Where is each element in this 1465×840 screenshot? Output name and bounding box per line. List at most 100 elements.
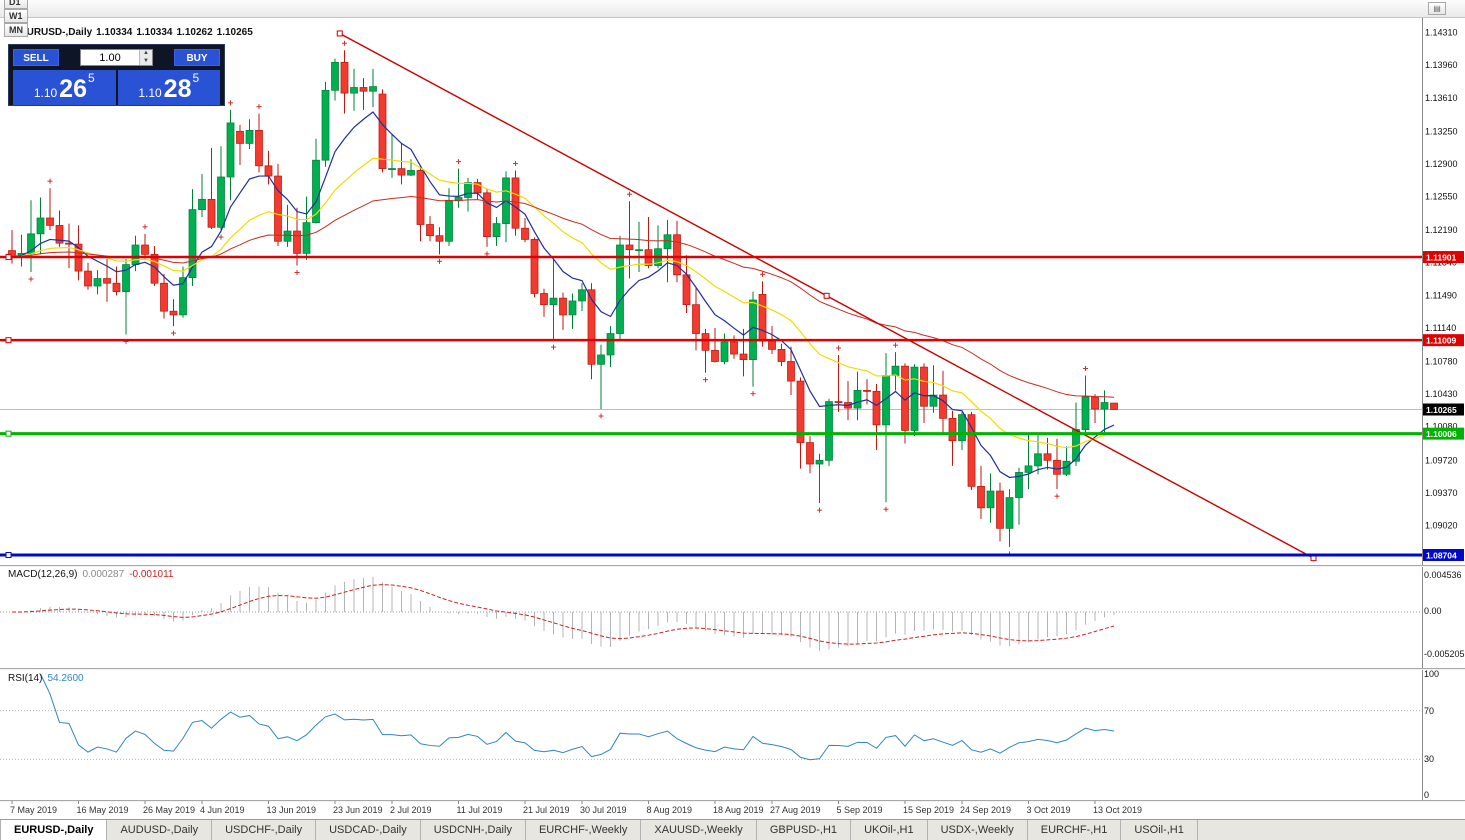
price-axis-label: 1.12900 — [1425, 159, 1458, 169]
price-axis-label: 1.13960 — [1425, 60, 1458, 70]
candle — [663, 234, 672, 250]
candle — [568, 300, 577, 316]
ask-price-button[interactable]: 1.10 28 5 — [117, 70, 220, 105]
svg-text:1.08704: 1.08704 — [1426, 550, 1457, 560]
timeframe-button-d1[interactable]: D1 — [4, 0, 28, 9]
chart-tab-xauusd-weekly[interactable]: XAUUSD-,Weekly — [641, 820, 757, 840]
sell-button[interactable]: SELL — [13, 49, 59, 66]
moving-average-50 — [11, 196, 1115, 398]
candle — [1100, 402, 1109, 410]
rsi-line — [40, 673, 1115, 761]
candle — [283, 230, 292, 242]
candle — [226, 122, 235, 178]
candle — [321, 89, 330, 161]
date-label: 8 Aug 2019 — [647, 805, 693, 815]
chart-tab-ukoil-h1[interactable]: UKOil-,H1 — [851, 820, 928, 840]
chart-canvas[interactable]: 1.14310 1.13960 1.13610 1.13250 1.12900 1.125… — [0, 0, 1465, 819]
bid-price-prefix: 1.10 — [33, 86, 58, 100]
candle — [255, 129, 263, 167]
svg-text:1.11009: 1.11009 — [1426, 336, 1457, 346]
chart-tab-eurchf-weekly[interactable]: EURCHF-,Weekly — [526, 820, 642, 840]
macd-name: MACD(12,26,9) — [8, 569, 78, 580]
candle — [293, 230, 301, 254]
chart-title: ▲EURUSD-,Daily1.103341.103341.102621.102… — [9, 27, 257, 38]
chart-tab-usoil-h1[interactable]: USOil-,H1 — [1121, 820, 1198, 840]
candle — [1081, 396, 1090, 430]
rsi-scale-100: 100 — [1424, 669, 1440, 679]
candle — [511, 177, 520, 229]
chart-tab-usdcnh-daily[interactable]: USDCNH-,Daily — [421, 820, 526, 840]
price-axis-label: 1.11140 — [1425, 323, 1456, 333]
rsi-indicator-label: RSI(14) 54.2600 — [8, 673, 84, 684]
chart-tab-usdx-weekly[interactable]: USDX-,Weekly — [928, 820, 1028, 840]
date-label: 4 Jun 2019 — [200, 805, 245, 815]
candle — [445, 199, 453, 242]
date-label: 7 May 2019 — [10, 805, 57, 815]
toolbar-right-icon-button[interactable]: ▤ — [1428, 2, 1446, 15]
candle — [245, 129, 254, 144]
macd-scale-zero: 0.00 — [1424, 606, 1442, 616]
candle — [768, 340, 776, 350]
candle — [331, 61, 339, 91]
price-axis-label: 1.14310 — [1425, 28, 1458, 38]
candle — [635, 249, 643, 252]
chart-tab-gbpusd-h1[interactable]: GBPUSD-,H1 — [757, 820, 852, 840]
date-label: 21 Jul 2019 — [523, 805, 570, 815]
macd-signal-line — [11, 584, 1115, 645]
volume-spin-up-icon[interactable]: ▲ — [140, 50, 152, 58]
candle — [217, 176, 225, 228]
chart-tab-usdcad-daily[interactable]: USDCAD-,Daily — [316, 820, 421, 840]
price-badge — [1423, 548, 1464, 561]
candle — [426, 224, 434, 237]
candle — [720, 341, 729, 362]
price-axis-label: 1.13250 — [1425, 126, 1458, 136]
timeframe-button-mn[interactable]: MN — [4, 22, 28, 37]
candle — [530, 239, 539, 294]
candle — [587, 289, 596, 365]
candle — [131, 244, 140, 265]
candle — [549, 297, 558, 306]
candle — [578, 289, 586, 302]
candle — [939, 394, 947, 419]
chart-tab-audusd-daily[interactable]: AUDUSD-,Daily — [107, 820, 213, 840]
hline-handle — [5, 337, 12, 344]
candle — [160, 282, 168, 312]
candle — [625, 244, 634, 251]
candle — [891, 365, 900, 376]
chart-tab-eurchf-h1[interactable]: EURCHF-,H1 — [1028, 820, 1122, 840]
candle — [1024, 465, 1033, 473]
candle — [1005, 497, 1014, 529]
candle — [901, 365, 909, 431]
candle — [540, 293, 548, 306]
candle — [559, 297, 567, 316]
macd-layer — [11, 576, 1115, 652]
candle — [141, 244, 149, 255]
price-axis-label: 1.09720 — [1425, 455, 1458, 465]
date-label: 13 Jun 2019 — [267, 805, 317, 815]
chart-tab-eurusd-daily[interactable]: EURUSD-,Daily — [0, 820, 108, 840]
rsi-scale-0: 0 — [1424, 790, 1430, 800]
volume-spin-down-icon[interactable]: ▼ — [140, 57, 152, 65]
rsi-value: 54.2600 — [47, 673, 84, 684]
chart-mini-icon: ▤ — [1433, 4, 1441, 13]
candle — [701, 333, 710, 351]
candle — [454, 197, 463, 201]
hline-handle — [5, 254, 12, 261]
timeframe-button-w1[interactable]: W1 — [4, 8, 28, 23]
svg-text:1.10265: 1.10265 — [1426, 405, 1457, 415]
rsi-scale-30: 30 — [1424, 754, 1435, 764]
trendline-handle — [336, 30, 343, 37]
candle — [730, 341, 738, 355]
symbol-period-label: EURUSD-,Daily — [19, 27, 93, 38]
price-badge — [1423, 251, 1464, 264]
candle — [948, 417, 957, 442]
bid-price-button[interactable]: 1.10 26 5 — [13, 70, 116, 105]
timeframe-button-group: H4D1W1MN — [4, 0, 31, 37]
volume-input[interactable] — [81, 50, 139, 65]
chart-tab-usdchf-daily[interactable]: USDCHF-,Daily — [212, 820, 317, 840]
candle — [103, 278, 111, 284]
buy-button[interactable]: BUY — [174, 49, 220, 66]
macd-signal-value: -0.001011 — [129, 569, 174, 580]
candle — [188, 209, 197, 279]
hline-handle — [5, 551, 12, 558]
